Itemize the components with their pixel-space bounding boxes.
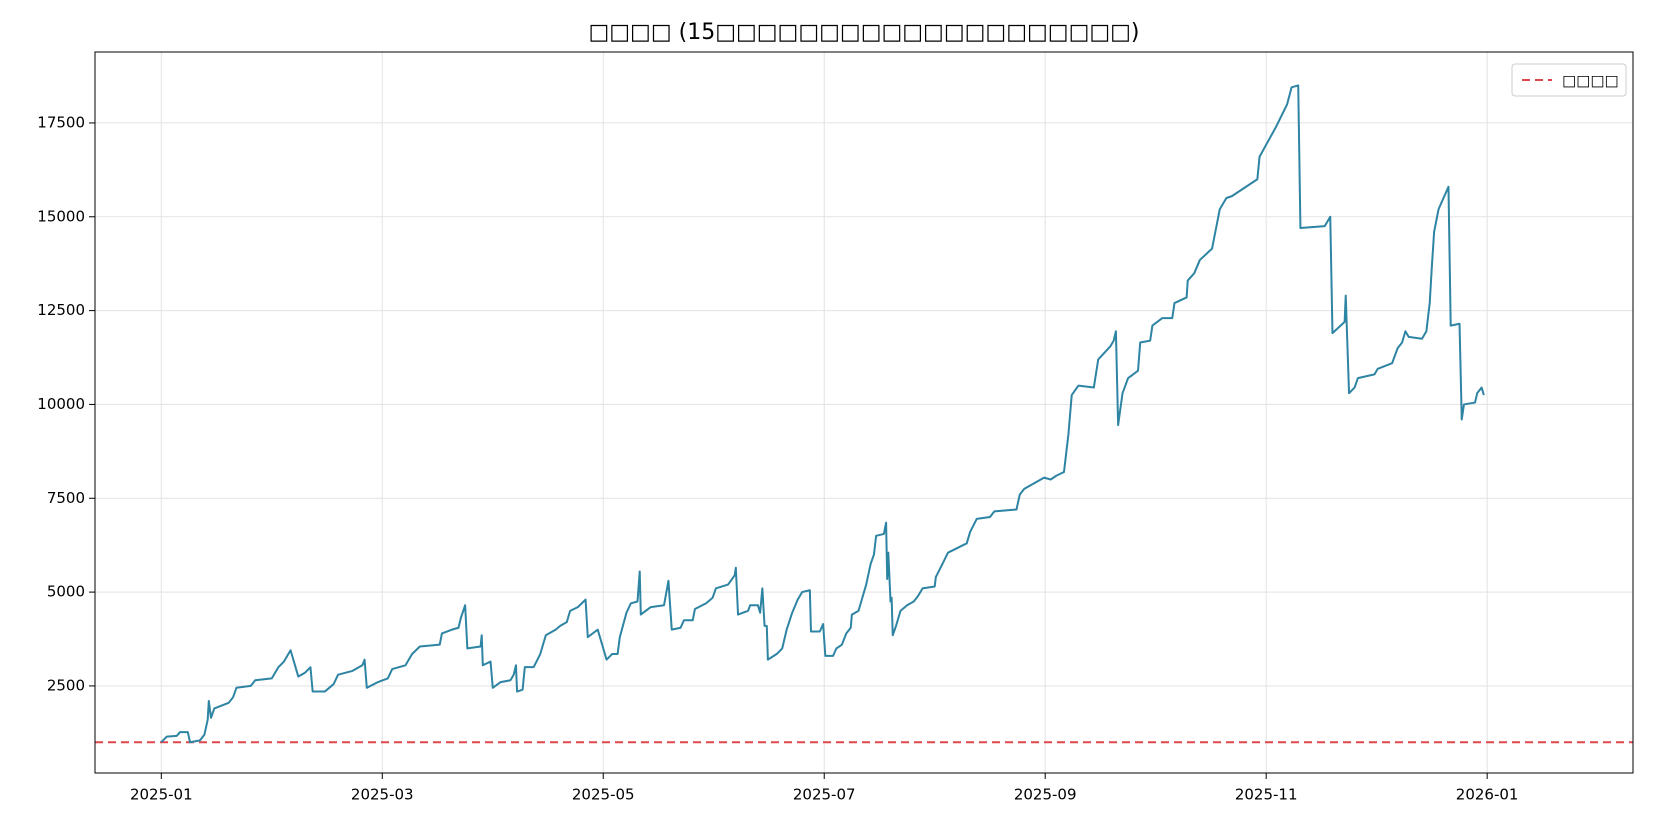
- legend-box: [1511, 63, 1627, 97]
- chart-title: □□□□ (15□□□□□□□□□□□□□□□□□□□□): [588, 20, 1139, 45]
- y-tick-label: 2500: [47, 676, 85, 694]
- x-tick-label: 2026-01: [1456, 786, 1519, 804]
- x-tick-label: 2025-03: [351, 786, 414, 804]
- y-tick-label: 5000: [47, 583, 85, 601]
- data-line: [160, 84, 1485, 744]
- x-tick-label: 2025-11: [1235, 786, 1298, 804]
- x-tick-label: 2025-05: [572, 786, 635, 804]
- y-tick-label: 15000: [37, 207, 85, 225]
- x-tick-label: 2025-09: [1014, 786, 1077, 804]
- y-tick-label: 10000: [37, 395, 85, 413]
- y-tick-label: 17500: [37, 113, 85, 131]
- x-tick-label: 2025-01: [130, 786, 193, 804]
- plot-frame: [94, 51, 1634, 774]
- y-tick-label: 7500: [47, 489, 85, 507]
- y-tick-label: 12500: [37, 301, 85, 319]
- x-tick-label: 2025-07: [793, 786, 856, 804]
- legend-label: □□□□: [1562, 72, 1619, 90]
